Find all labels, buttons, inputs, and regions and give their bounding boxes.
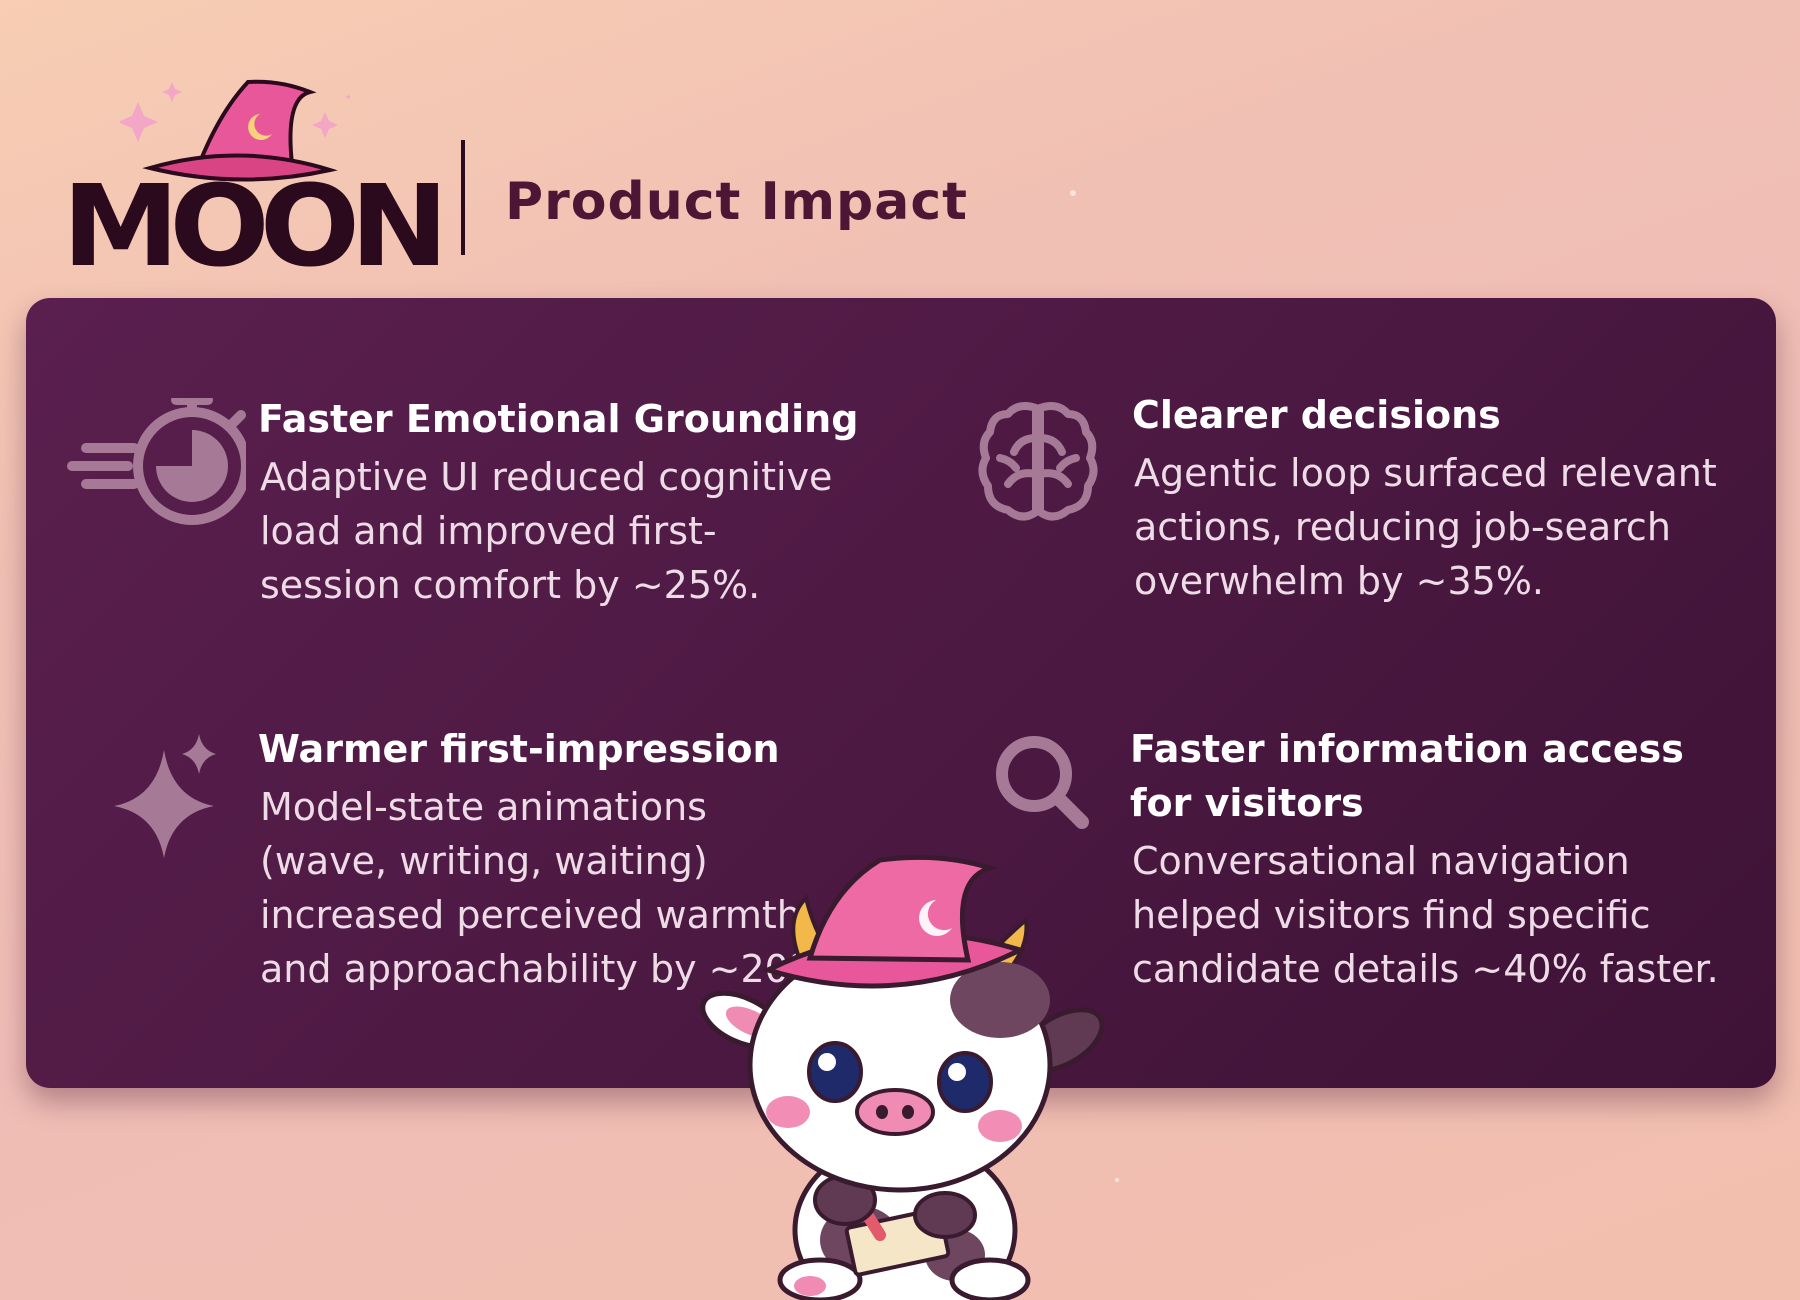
stopwatch-icon [67,398,246,525]
feature-description: Adaptive UI reduced cognitive load and i… [260,455,833,607]
cow-mascot-illustration [700,854,1105,1300]
wizard-hat-icon [120,79,350,182]
feature-description: Model-state animations (wave, writing, w… [260,785,838,991]
feature-title: Clearer decisions [1132,393,1501,437]
search-icon [996,736,1089,829]
background-sparkle [1115,1178,1119,1182]
brand-name: MOON [62,160,449,292]
header-divider [461,140,465,255]
brain-icon [978,402,1098,521]
feature-title: Warmer first-impression [258,727,780,771]
moon-logo: MOON [62,72,449,282]
feature-title: Faster Emotional Grounding [258,397,859,441]
feature-title: Faster information access for visitors [1130,727,1684,825]
page-title: Product Impact [505,172,969,232]
background-sparkle [1070,190,1076,196]
feature-description: Conversational navigation helped visitor… [1132,839,1719,991]
feature-description: Agentic loop surfaced relevant actions, … [1134,451,1717,603]
sparkle-icon [114,734,216,858]
